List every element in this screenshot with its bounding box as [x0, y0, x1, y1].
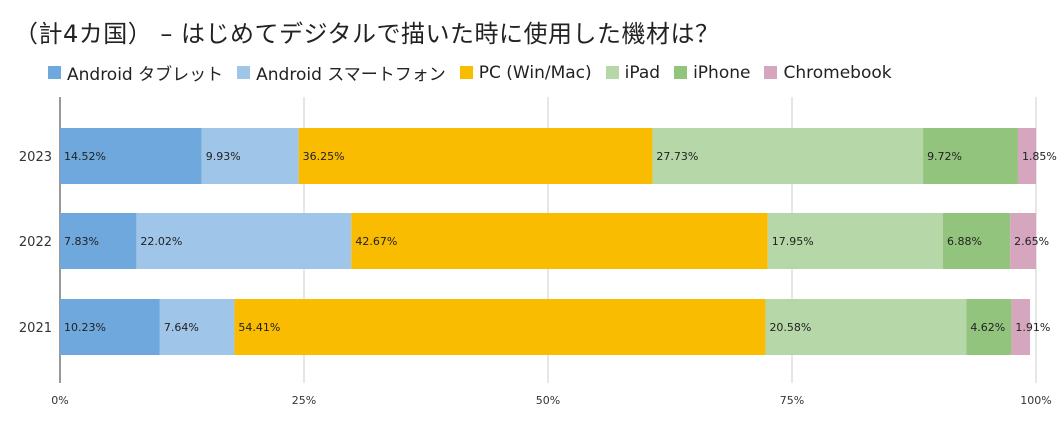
bar-segment [923, 128, 1018, 184]
data-label: 9.93% [206, 150, 241, 163]
bar-segment [201, 128, 299, 184]
bar-segment [1017, 128, 1036, 184]
bar-segment [298, 128, 653, 184]
data-label: 6.88% [947, 235, 982, 248]
bar-segment [351, 213, 768, 269]
legend-label: iPhone [693, 62, 751, 83]
category-label: 2021 [19, 321, 52, 336]
legend-swatch [459, 66, 473, 79]
data-label: 36.25% [303, 150, 345, 163]
legend-item: iPhone [674, 63, 750, 83]
x-tick-label: 0% [51, 394, 68, 407]
x-tick-label: 100% [1020, 394, 1051, 407]
data-label: 10.23% [64, 321, 106, 334]
legend-label: iPad [624, 62, 661, 83]
bar-segment [60, 299, 160, 355]
legend-swatch [237, 66, 251, 79]
data-label: 42.67% [355, 235, 397, 248]
chart-title: （計4カ国） – はじめてデジタルで描いた時に使用した機材は？ [14, 20, 720, 48]
data-label: 9.72% [927, 150, 962, 163]
category-label: 2022 [19, 235, 52, 250]
bar-segment [60, 213, 137, 269]
data-label: 1.85% [1022, 150, 1057, 163]
legend: Android タブレット Android スマートフォン PC (Win/Mac)… [48, 60, 906, 85]
bar-segment [136, 213, 352, 269]
bar-segment [966, 299, 1012, 355]
legend-label: Chromebook [783, 62, 892, 83]
bar-segment [60, 128, 202, 184]
bar-segment [765, 299, 967, 355]
legend-swatch [48, 66, 61, 79]
legend-swatch [605, 66, 619, 79]
data-label: 20.58% [769, 321, 811, 334]
legend-item: Android スマートフォン [237, 60, 446, 85]
legend-label: PC (Win/Mac) [478, 62, 592, 83]
legend-item: PC (Win/Mac) [459, 62, 592, 83]
data-label: 14.52% [64, 150, 106, 163]
bar-segment [234, 299, 766, 355]
bar-segment [1011, 299, 1031, 355]
legend-label: Android タブレット [67, 65, 224, 85]
bar-segment [942, 213, 1011, 269]
legend-label: Android スマートフォン [256, 65, 446, 85]
bar-segment [652, 128, 924, 184]
bar-segment [159, 299, 235, 355]
x-tick-label: 75% [780, 394, 804, 407]
data-label: 17.95% [772, 235, 814, 248]
x-tick-label: 50% [536, 394, 560, 407]
legend-item: iPad [605, 62, 661, 83]
data-label: 22.02% [140, 235, 182, 248]
data-label: 27.73% [656, 150, 698, 163]
legend-item: Android タブレット [48, 60, 223, 85]
data-label: 2.65% [1014, 235, 1049, 248]
bar-segment [1010, 213, 1036, 269]
legend-swatch [764, 66, 778, 79]
legend-swatch [674, 66, 688, 79]
data-label: 4.62% [970, 321, 1005, 334]
category-label: 2023 [19, 150, 52, 165]
data-label: 54.41% [238, 321, 280, 334]
x-tick-label: 25% [292, 394, 316, 407]
data-label: 1.91% [1015, 321, 1050, 334]
data-label: 7.83% [64, 235, 99, 248]
legend-item: Chromebook [764, 62, 892, 83]
bar-segment [767, 213, 943, 269]
data-label: 7.64% [164, 321, 199, 334]
